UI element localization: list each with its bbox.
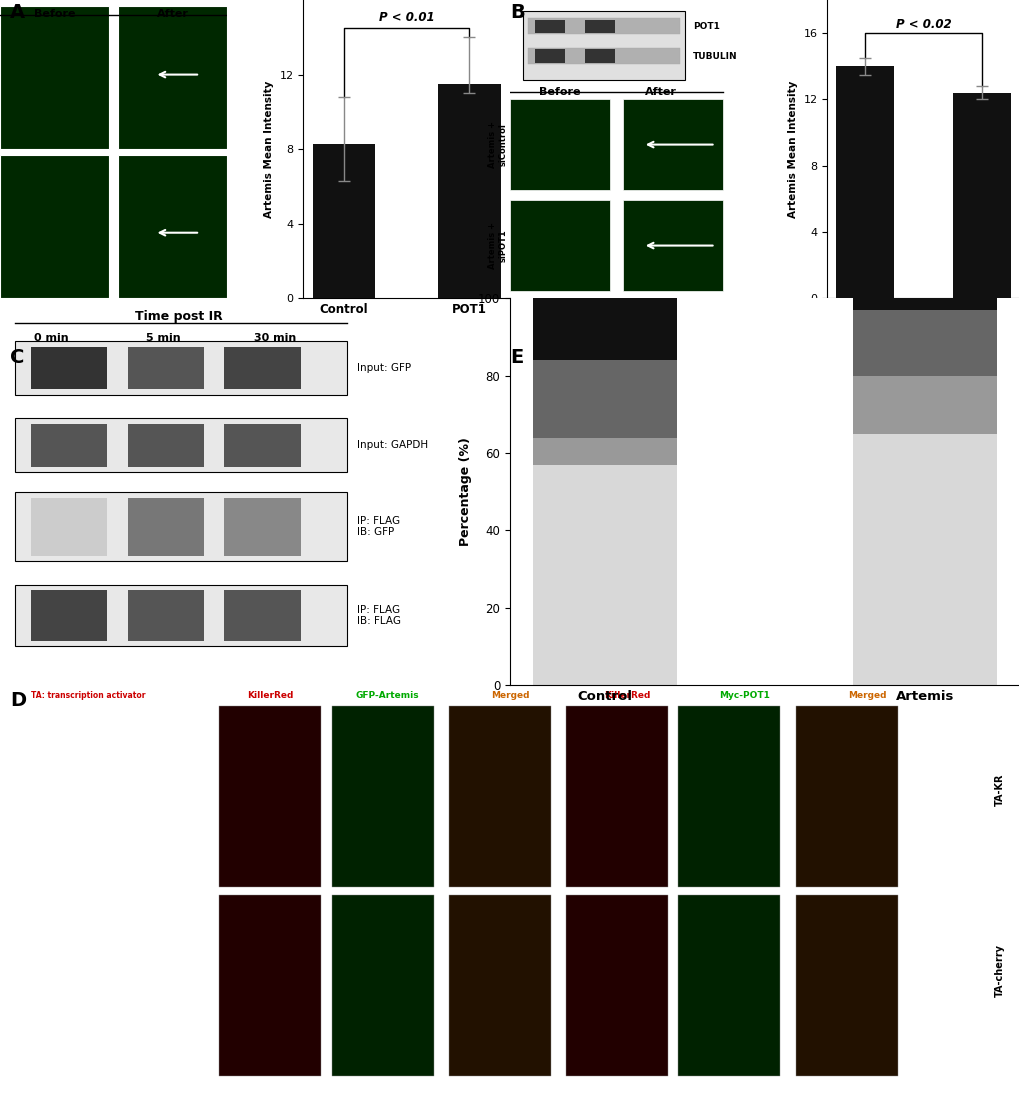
FancyBboxPatch shape (678, 895, 780, 1075)
Text: D: D (10, 691, 26, 709)
FancyBboxPatch shape (127, 497, 204, 556)
FancyBboxPatch shape (0, 6, 109, 149)
Text: TA: transcription activator: TA: transcription activator (31, 692, 145, 701)
Text: Input: GAPDH: Input: GAPDH (357, 440, 428, 451)
Text: KillerRed: KillerRed (247, 692, 293, 701)
FancyBboxPatch shape (31, 590, 107, 641)
Y-axis label: Artemis Mean Intensity: Artemis Mean Intensity (264, 81, 274, 218)
FancyBboxPatch shape (522, 11, 685, 81)
FancyBboxPatch shape (527, 49, 680, 64)
Bar (852, 311, 996, 376)
Text: Input: GFP: Input: GFP (357, 362, 411, 373)
Text: Before: Before (34, 9, 75, 19)
Bar (313, 144, 375, 298)
Text: Merged: Merged (490, 692, 529, 701)
FancyBboxPatch shape (31, 424, 107, 466)
Text: IP: FLAG
IB: GFP: IP: FLAG IB: GFP (357, 516, 399, 537)
Text: B: B (510, 3, 524, 22)
Bar (533, 298, 677, 360)
Text: TUBULIN: TUBULIN (692, 52, 737, 61)
FancyBboxPatch shape (15, 585, 346, 646)
FancyBboxPatch shape (0, 694, 204, 1105)
FancyBboxPatch shape (15, 492, 346, 561)
Text: Merged: Merged (847, 692, 886, 701)
FancyBboxPatch shape (566, 895, 667, 1075)
FancyBboxPatch shape (127, 347, 204, 389)
FancyBboxPatch shape (224, 347, 301, 389)
Y-axis label: Artemis Mean Intensity: Artemis Mean Intensity (787, 81, 797, 218)
Text: POT1: POT1 (692, 22, 719, 31)
Bar (836, 66, 894, 298)
Text: 0 min: 0 min (34, 334, 68, 344)
Text: 30 min: 30 min (254, 334, 297, 344)
Text: TA-cherry: TA-cherry (994, 944, 1004, 997)
Bar (952, 93, 1010, 298)
Text: C: C (10, 348, 24, 367)
FancyBboxPatch shape (795, 706, 897, 886)
FancyBboxPatch shape (448, 706, 550, 886)
FancyBboxPatch shape (585, 50, 614, 63)
Text: Before: Before (539, 87, 580, 97)
FancyBboxPatch shape (224, 497, 301, 556)
Bar (533, 464, 677, 685)
Text: GFP-Artemis: GFP-Artemis (356, 692, 419, 701)
Text: 5 min: 5 min (146, 334, 180, 344)
Text: P < 0.01: P < 0.01 (378, 11, 434, 24)
FancyBboxPatch shape (510, 200, 609, 292)
FancyBboxPatch shape (678, 706, 780, 886)
FancyBboxPatch shape (535, 20, 565, 33)
Y-axis label: Percentage (%): Percentage (%) (459, 438, 472, 546)
Bar (437, 84, 500, 298)
Text: KillerRed: KillerRed (603, 692, 650, 701)
Bar (533, 360, 677, 438)
FancyBboxPatch shape (118, 155, 227, 298)
FancyBboxPatch shape (127, 424, 204, 466)
FancyBboxPatch shape (219, 895, 321, 1075)
FancyBboxPatch shape (535, 50, 565, 63)
FancyBboxPatch shape (331, 706, 433, 886)
FancyBboxPatch shape (510, 98, 609, 190)
FancyBboxPatch shape (623, 98, 722, 190)
Text: TA-KR: TA-KR (994, 774, 1004, 807)
Text: After: After (644, 87, 676, 97)
Text: IP: FLAG
IB: FLAG: IP: FLAG IB: FLAG (357, 604, 400, 627)
FancyBboxPatch shape (127, 590, 204, 641)
FancyBboxPatch shape (224, 424, 301, 466)
Bar (852, 298, 996, 309)
Text: Myc-POT1: Myc-POT1 (718, 692, 769, 701)
FancyBboxPatch shape (795, 895, 897, 1075)
FancyBboxPatch shape (527, 19, 680, 34)
FancyBboxPatch shape (585, 20, 614, 33)
FancyBboxPatch shape (448, 895, 550, 1075)
FancyBboxPatch shape (31, 497, 107, 556)
FancyBboxPatch shape (219, 706, 321, 886)
FancyBboxPatch shape (15, 419, 346, 473)
FancyBboxPatch shape (31, 347, 107, 389)
Text: After: After (157, 9, 189, 19)
Text: P < 0.02: P < 0.02 (895, 19, 951, 31)
FancyBboxPatch shape (118, 6, 227, 149)
Bar (852, 376, 996, 433)
Bar (533, 438, 677, 464)
FancyBboxPatch shape (566, 706, 667, 886)
FancyBboxPatch shape (224, 590, 301, 641)
Text: A: A (10, 3, 25, 22)
Text: Artemis +
siPOT1: Artemis + siPOT1 (487, 222, 506, 269)
FancyBboxPatch shape (623, 200, 722, 292)
Bar (852, 433, 996, 685)
Text: E: E (510, 348, 523, 367)
FancyBboxPatch shape (15, 340, 346, 394)
FancyBboxPatch shape (331, 895, 433, 1075)
FancyBboxPatch shape (0, 155, 109, 298)
Text: Artemis +
siControl: Artemis + siControl (487, 122, 506, 168)
Text: Time post IR: Time post IR (135, 309, 222, 323)
